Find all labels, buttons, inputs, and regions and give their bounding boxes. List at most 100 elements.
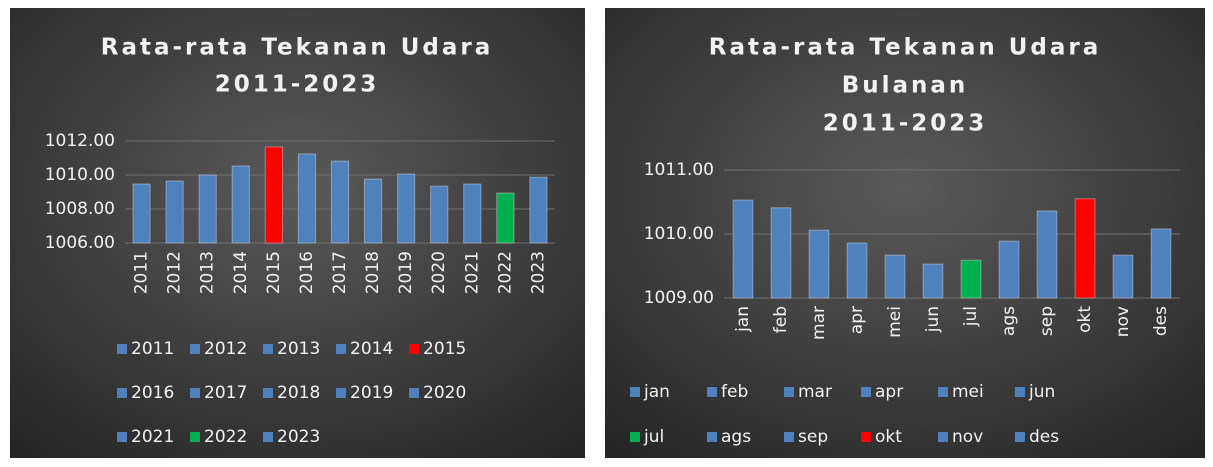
bar [922, 263, 944, 299]
x-tick-label: jan [733, 306, 753, 333]
panel-left [10, 8, 585, 458]
bar [884, 254, 906, 299]
x-tick-label: 2013 [198, 251, 218, 294]
bar [529, 176, 548, 244]
x-tick-label: 2020 [429, 251, 449, 294]
x-tick-label: 2014 [231, 251, 251, 294]
legend-label: nov [952, 427, 983, 447]
bar [732, 199, 754, 299]
legend-swatch [784, 432, 794, 442]
legend-swatch [117, 432, 127, 442]
x-tick-label: apr [847, 306, 867, 334]
legend-swatch [861, 432, 871, 442]
legend-swatch [190, 344, 200, 354]
x-tick-label: jun [923, 306, 943, 333]
legend-swatch [190, 432, 200, 442]
bar [264, 146, 283, 244]
legend-label: okt [875, 427, 902, 447]
x-tick-label: 2012 [165, 251, 185, 294]
legend-label: jun [1028, 382, 1055, 402]
legend-swatch [707, 432, 717, 442]
x-tick-label: feb [771, 306, 791, 333]
legend-swatch [938, 432, 948, 442]
legend-swatch [707, 387, 717, 397]
x-tick-label: 2023 [528, 251, 548, 294]
y-tick-label: 1012.00 [45, 131, 115, 151]
y-tick-label: 1010.00 [45, 165, 115, 185]
x-tick-label: 2016 [297, 251, 317, 294]
x-tick-label: 2021 [462, 251, 482, 294]
legend-swatch [409, 388, 419, 398]
bar [808, 229, 830, 299]
legend-swatch [1015, 387, 1025, 397]
bar [496, 192, 515, 244]
legend-label: des [1029, 427, 1059, 447]
legend-swatch [263, 388, 273, 398]
legend-swatch [117, 388, 127, 398]
chart-title: Rata-rata Tekanan Udara [101, 35, 494, 61]
x-tick-label: 2019 [396, 251, 416, 294]
legend-swatch [190, 388, 200, 398]
legend-label: feb [721, 382, 748, 402]
legend-label: 2021 [131, 427, 174, 447]
legend-label: mei [952, 382, 984, 402]
legend-label: apr [875, 382, 903, 402]
legend-swatch [630, 387, 640, 397]
bar [1112, 254, 1134, 299]
legend-label: 2017 [204, 383, 247, 403]
legend-swatch [263, 344, 273, 354]
bar [330, 160, 350, 244]
legend-label: 2014 [350, 339, 393, 359]
legend-swatch [336, 388, 346, 398]
x-tick-label: jul [961, 306, 981, 327]
x-tick-label: mei [885, 306, 905, 338]
bar [430, 185, 449, 244]
chart-title: Bulanan [842, 73, 969, 99]
legend-swatch [861, 387, 871, 397]
bar [846, 242, 868, 299]
x-tick-label: mar [809, 306, 829, 340]
legend-swatch [630, 432, 640, 442]
bar [1036, 210, 1058, 299]
legend-label: 2016 [131, 383, 174, 403]
bar [231, 165, 250, 244]
legend-label: 2012 [204, 339, 247, 359]
legend-label: 2011 [131, 339, 174, 359]
legend-swatch [336, 344, 346, 354]
legend-label: 2020 [423, 383, 466, 403]
bar [1074, 198, 1096, 299]
bar [132, 183, 151, 244]
y-tick-label: 1008.00 [45, 199, 115, 219]
panel-right [605, 8, 1205, 458]
bar [770, 207, 792, 299]
bar [397, 173, 416, 244]
legend-swatch [938, 387, 948, 397]
bar [1150, 228, 1172, 299]
x-tick-label: 2018 [363, 251, 383, 294]
x-tick-label: ags [999, 306, 1019, 336]
bar [363, 178, 383, 244]
legend-label: jan [643, 382, 670, 402]
legend-label: mar [798, 382, 832, 402]
y-tick-label: 1009.00 [644, 288, 714, 308]
x-tick-label: des [1151, 306, 1171, 336]
bar [998, 240, 1020, 299]
y-tick-label: 1011.00 [644, 160, 714, 180]
legend-label: 2023 [277, 427, 320, 447]
legend-label: jul [643, 427, 664, 447]
x-tick-label: 2022 [495, 251, 515, 294]
legend-label: 2015 [423, 339, 466, 359]
x-tick-label: 2011 [132, 251, 152, 294]
chart-title: 2011-2023 [823, 111, 988, 137]
y-tick-label: 1010.00 [644, 224, 714, 244]
x-tick-label: 2017 [330, 251, 350, 294]
legend-label: 2013 [277, 339, 320, 359]
legend-label: 2022 [204, 427, 247, 447]
x-tick-label: okt [1075, 306, 1095, 333]
legend-swatch [784, 387, 794, 397]
bar [960, 259, 982, 299]
legend-swatch [263, 432, 273, 442]
legend-label: ags [721, 427, 751, 447]
